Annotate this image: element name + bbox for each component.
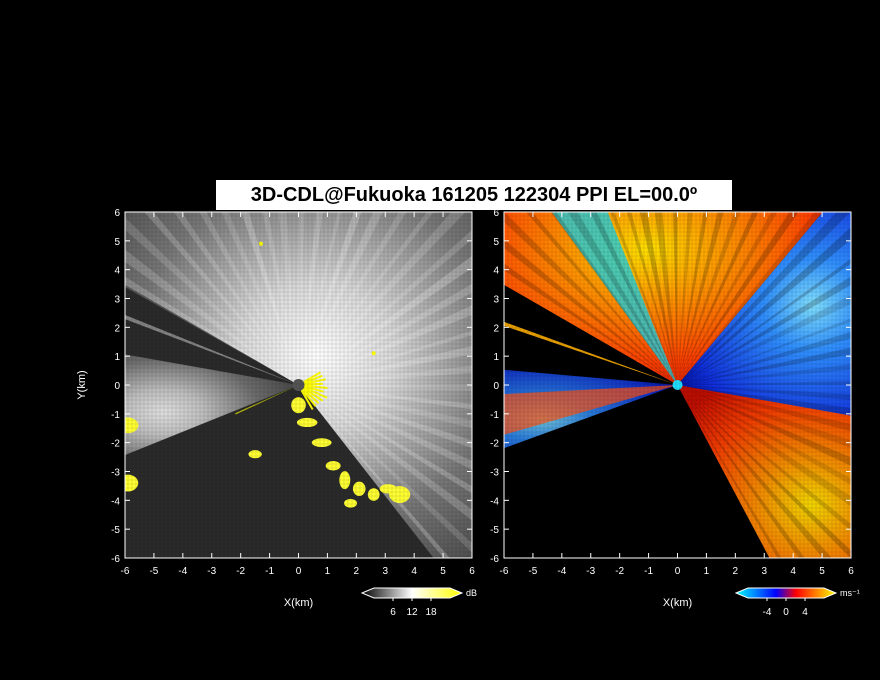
range-grid (125, 212, 472, 558)
range-grid (504, 212, 851, 558)
colorbar-tick-label: 6 (390, 607, 396, 618)
x-tick-label: -3 (207, 566, 216, 577)
refl-field (125, 212, 472, 558)
reflectivity-panel: -6 -5 -4 -3 -2 -1 0 1 2 3 4 5 6 -6 -5 -4 -3 -2 -1 0 1 2 3 4 5 6 X(… (76, 208, 475, 609)
colorbar-unit: ms⁻¹ (840, 588, 860, 598)
y-tick-label: -2 (490, 439, 499, 450)
y-tick-label: -1 (490, 410, 499, 421)
y-axis-label: Y(km) (76, 370, 88, 399)
axis-ticks: -6 -5 -4 -3 -2 -1 0 1 2 3 4 5 6 -6 -5 -4 -3 -2 -1 0 1 2 3 4 5 6 (490, 208, 854, 577)
x-axis-label: X(km) (663, 597, 692, 609)
colorbar-tick-label: -4 (763, 607, 772, 618)
y-tick-label: 3 (493, 295, 499, 306)
colorbar-tick-label: 4 (802, 607, 808, 618)
x-tick-label: 3 (382, 566, 388, 577)
x-tick-label: -1 (265, 566, 274, 577)
colorbar-tick-label: 18 (425, 607, 437, 618)
figure-title: 3D-CDL@Fukuoka 161205 122304 PPI EL=00.0… (216, 180, 732, 210)
x-tick-label: 0 (296, 566, 302, 577)
y-tick-label: 3 (114, 295, 120, 306)
y-tick-label: -1 (111, 410, 120, 421)
reflectivity-colorbar: 6 12 18 dB (360, 587, 477, 618)
y-tick-label: -3 (111, 468, 120, 479)
x-tick-label: 3 (761, 566, 767, 577)
x-tick-label: 2 (733, 566, 739, 577)
y-tick-label: -5 (490, 525, 499, 536)
colorbar-bar (734, 587, 838, 599)
vel-field (504, 212, 851, 558)
x-tick-label: 1 (704, 566, 710, 577)
y-tick-label: -6 (111, 554, 120, 565)
velocity-panel: -6 -5 -4 -3 -2 -1 0 1 2 3 4 5 6 -6 -5 -4 -3 -2 -1 0 1 2 3 4 5 6 X(… (490, 208, 854, 609)
x-tick-label: -6 (121, 566, 130, 577)
colorbar-tick-label: 12 (406, 607, 418, 618)
y-tick-label: 4 (493, 266, 499, 277)
y-tick-label: -3 (490, 468, 499, 479)
y-tick-label: -4 (490, 496, 499, 507)
y-tick-label: 2 (114, 323, 120, 334)
velocity-colorbar: -4 0 4 ms⁻¹ (734, 587, 860, 618)
x-tick-label: -5 (528, 566, 537, 577)
y-tick-label: -5 (111, 525, 120, 536)
x-tick-label: -2 (615, 566, 624, 577)
y-tick-label: 6 (493, 208, 499, 219)
x-tick-label: 4 (790, 566, 796, 577)
y-tick-label: 6 (114, 208, 120, 219)
x-tick-label: 2 (354, 566, 360, 577)
y-tick-label: -4 (111, 496, 120, 507)
x-axis-label: X(km) (284, 597, 313, 609)
axis-ticks: -6 -5 -4 -3 -2 -1 0 1 2 3 4 5 6 -6 -5 -4 -3 -2 -1 0 1 2 3 4 5 6 (111, 208, 475, 577)
colorbar-bar (360, 587, 464, 599)
y-tick-label: 5 (114, 237, 120, 248)
x-tick-label: 6 (469, 566, 475, 577)
x-tick-label: -5 (149, 566, 158, 577)
y-tick-label: 2 (493, 323, 499, 334)
x-tick-label: -2 (236, 566, 245, 577)
y-tick-label: 1 (493, 352, 499, 363)
y-tick-label: 0 (493, 381, 499, 392)
colorbar-unit: dB (466, 588, 477, 598)
y-tick-label: 0 (114, 381, 120, 392)
y-tick-label: 4 (114, 266, 120, 277)
x-tick-label: 4 (411, 566, 417, 577)
colorbar-tick-label: 0 (783, 607, 789, 618)
x-tick-label: -4 (178, 566, 187, 577)
x-tick-label: -3 (586, 566, 595, 577)
x-tick-label: -6 (500, 566, 509, 577)
x-tick-label: 0 (675, 566, 681, 577)
x-tick-label: 5 (819, 566, 825, 577)
x-tick-label: -1 (644, 566, 653, 577)
x-tick-label: 6 (848, 566, 854, 577)
y-tick-label: 5 (493, 237, 499, 248)
y-tick-label: -6 (490, 554, 499, 565)
y-tick-label: -2 (111, 439, 120, 450)
y-tick-label: 1 (114, 352, 120, 363)
x-tick-label: 1 (325, 566, 331, 577)
x-tick-label: -4 (557, 566, 566, 577)
x-tick-label: 5 (440, 566, 446, 577)
